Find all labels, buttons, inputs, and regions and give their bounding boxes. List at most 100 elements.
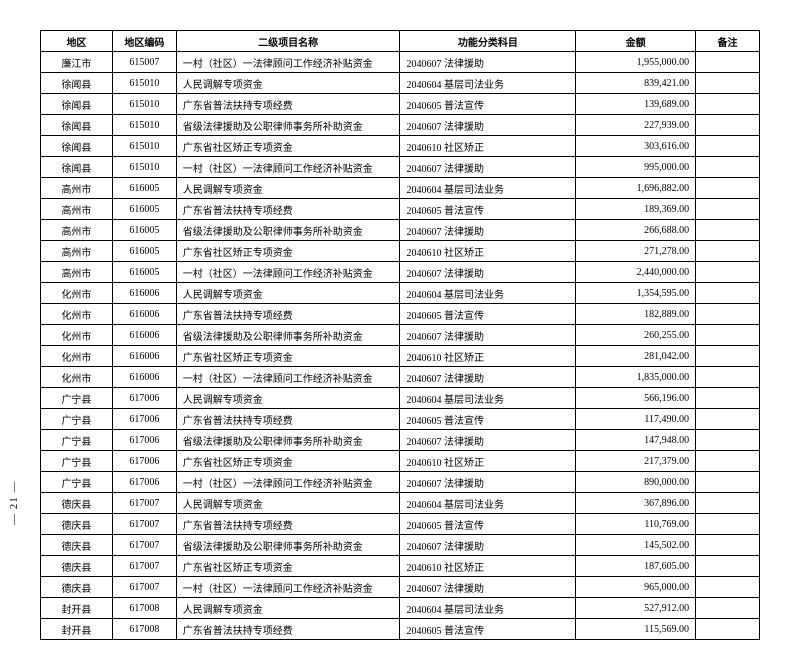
cell-project: 省级法律援助及公职律师事务所补助资金 [176,115,400,136]
cell-code: 616006 [112,325,176,346]
cell-category: 2040604 基层司法业务 [400,598,576,619]
cell-amount: 115,569.00 [576,619,696,640]
cell-category: 2040607 法律援助 [400,367,576,388]
cell-project: 广东省社区矫正专项资金 [176,556,400,577]
cell-category: 2040607 法律援助 [400,115,576,136]
cell-category: 2040607 法律援助 [400,262,576,283]
cell-category: 2040610 社区矫正 [400,556,576,577]
cell-project: 省级法律援助及公职律师事务所补助资金 [176,430,400,451]
cell-remark [696,367,760,388]
cell-amount: 367,896.00 [576,493,696,514]
cell-remark [696,472,760,493]
cell-project: 省级法律援助及公职律师事务所补助资金 [176,325,400,346]
table-row: 广宁县617006一村（社区）一法律顾问工作经济补贴资金2040607 法律援助… [41,472,760,493]
cell-remark [696,199,760,220]
cell-project: 人民调解专项资金 [176,493,400,514]
table-row: 化州市616006广东省社区矫正专项资金2040610 社区矫正281,042.… [41,346,760,367]
cell-region: 化州市 [41,283,113,304]
cell-code: 616005 [112,262,176,283]
cell-category: 2040605 普法宣传 [400,199,576,220]
cell-code: 617008 [112,619,176,640]
cell-amount: 217,379.00 [576,451,696,472]
cell-remark [696,220,760,241]
cell-category: 2040607 法律援助 [400,220,576,241]
table-row: 广宁县617006广东省普法扶持专项经费2040605 普法宣传117,490.… [41,409,760,430]
table-row: 廉江市615007一村（社区）一法律顾问工作经济补贴资金2040607 法律援助… [41,52,760,73]
cell-category: 2040605 普法宣传 [400,619,576,640]
cell-category: 2040604 基层司法业务 [400,283,576,304]
cell-remark [696,493,760,514]
cell-region: 广宁县 [41,472,113,493]
header-remark: 备注 [696,31,760,52]
cell-project: 人民调解专项资金 [176,283,400,304]
cell-amount: 117,490.00 [576,409,696,430]
cell-region: 化州市 [41,367,113,388]
table-row: 德庆县617007一村（社区）一法律顾问工作经济补贴资金2040607 法律援助… [41,577,760,598]
cell-remark [696,262,760,283]
header-code: 地区编码 [112,31,176,52]
cell-amount: 227,939.00 [576,115,696,136]
cell-category: 2040605 普法宣传 [400,94,576,115]
cell-code: 617006 [112,430,176,451]
cell-code: 615010 [112,115,176,136]
cell-remark [696,136,760,157]
cell-category: 2040610 社区矫正 [400,346,576,367]
cell-amount: 1,835,000.00 [576,367,696,388]
cell-remark [696,73,760,94]
cell-amount: 145,502.00 [576,535,696,556]
cell-remark [696,430,760,451]
header-region: 地区 [41,31,113,52]
cell-code: 617006 [112,409,176,430]
header-row: 地区 地区编码 二级项目名称 功能分类科目 金额 备注 [41,31,760,52]
cell-project: 人民调解专项资金 [176,388,400,409]
cell-code: 616005 [112,199,176,220]
cell-remark [696,619,760,640]
cell-amount: 187,605.00 [576,556,696,577]
cell-code: 616006 [112,304,176,325]
cell-project: 一村（社区）一法律顾问工作经济补贴资金 [176,577,400,598]
cell-code: 617006 [112,451,176,472]
cell-region: 封开县 [41,598,113,619]
cell-project: 广东省普法扶持专项经费 [176,199,400,220]
cell-remark [696,178,760,199]
cell-region: 化州市 [41,304,113,325]
cell-amount: 839,421.00 [576,73,696,94]
cell-region: 德庆县 [41,556,113,577]
table-row: 徐闻县615010广东省普法扶持专项经费2040605 普法宣传139,689.… [41,94,760,115]
cell-code: 615010 [112,157,176,178]
cell-amount: 566,196.00 [576,388,696,409]
cell-remark [696,451,760,472]
cell-code: 617008 [112,598,176,619]
cell-code: 616005 [112,178,176,199]
header-category: 功能分类科目 [400,31,576,52]
cell-remark [696,157,760,178]
table-row: 德庆县617007广东省普法扶持专项经费2040605 普法宣传110,769.… [41,514,760,535]
cell-amount: 182,889.00 [576,304,696,325]
cell-amount: 271,278.00 [576,241,696,262]
cell-code: 616006 [112,367,176,388]
cell-code: 617007 [112,514,176,535]
cell-code: 617006 [112,472,176,493]
cell-amount: 890,000.00 [576,472,696,493]
cell-region: 高州市 [41,262,113,283]
cell-region: 封开县 [41,619,113,640]
table-row: 徐闻县615010广东省社区矫正专项资金2040610 社区矫正303,616.… [41,136,760,157]
cell-category: 2040607 法律援助 [400,535,576,556]
cell-remark [696,346,760,367]
cell-remark [696,556,760,577]
cell-region: 广宁县 [41,388,113,409]
cell-amount: 965,000.00 [576,577,696,598]
header-amount: 金额 [576,31,696,52]
budget-table: 地区 地区编码 二级项目名称 功能分类科目 金额 备注 廉江市615007一村（… [40,30,760,640]
table-row: 高州市616005一村（社区）一法律顾问工作经济补贴资金2040607 法律援助… [41,262,760,283]
cell-category: 2040607 法律援助 [400,577,576,598]
table-row: 封开县617008广东省普法扶持专项经费2040605 普法宣传115,569.… [41,619,760,640]
cell-code: 617007 [112,556,176,577]
cell-code: 616006 [112,346,176,367]
cell-project: 省级法律援助及公职律师事务所补助资金 [176,220,400,241]
table-row: 德庆县617007人民调解专项资金2040604 基层司法业务367,896.0… [41,493,760,514]
cell-project: 省级法律援助及公职律师事务所补助资金 [176,535,400,556]
cell-code: 616006 [112,283,176,304]
cell-category: 2040610 社区矫正 [400,451,576,472]
cell-region: 德庆县 [41,493,113,514]
